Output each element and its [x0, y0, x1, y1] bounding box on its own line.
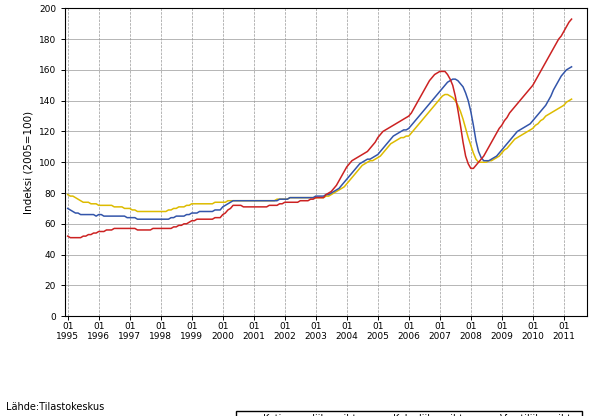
Y-axis label: Indeksi (2005=100): Indeksi (2005=100) [23, 111, 33, 214]
Koko liikevaihto [134, 217, 141, 222]
Vientiliikevaihto [67, 235, 74, 240]
Vientiliikevaihto [348, 158, 355, 163]
Kotimaan liikevaihto [441, 92, 448, 97]
Kotimaan liikevaihto [403, 134, 410, 139]
Koko liikevaihto [498, 147, 505, 152]
Vientiliikevaihto [64, 234, 71, 239]
Kotimaan liikevaihto [134, 209, 141, 214]
Line: Vientiliikevaihto: Vientiliikevaihto [68, 19, 572, 238]
Koko liikevaihto [403, 127, 410, 132]
Vientiliikevaihto [568, 17, 575, 22]
Kotimaan liikevaihto [85, 200, 92, 205]
Vientiliikevaihto [206, 217, 213, 222]
Kotimaan liikevaihto [568, 97, 575, 102]
Kotimaan liikevaihto [206, 201, 213, 206]
Kotimaan liikevaihto [348, 175, 355, 180]
Koko liikevaihto [568, 64, 575, 69]
Kotimaan liikevaihto [64, 192, 71, 197]
Vientiliikevaihto [540, 64, 547, 69]
Kotimaan liikevaihto [542, 114, 549, 119]
Vientiliikevaihto [87, 232, 94, 237]
Koko liikevaihto [540, 106, 547, 111]
Koko liikevaihto [348, 171, 355, 176]
Vientiliikevaihto [403, 115, 410, 120]
Line: Koko liikevaihto: Koko liikevaihto [68, 67, 572, 219]
Line: Kotimaan liikevaihto: Kotimaan liikevaihto [68, 94, 572, 211]
Legend: Kotimaan liikevaihto, Koko liikevaihto, Vientiliikevaihto: Kotimaan liikevaihto, Koko liikevaihto, … [235, 411, 582, 416]
Koko liikevaihto [85, 212, 92, 217]
Text: Lähde:Tilastokeskus: Lähde:Tilastokeskus [6, 402, 104, 412]
Koko liikevaihto [64, 206, 71, 211]
Koko liikevaihto [206, 209, 213, 214]
Kotimaan liikevaihto [501, 147, 508, 152]
Vientiliikevaihto [498, 123, 505, 128]
